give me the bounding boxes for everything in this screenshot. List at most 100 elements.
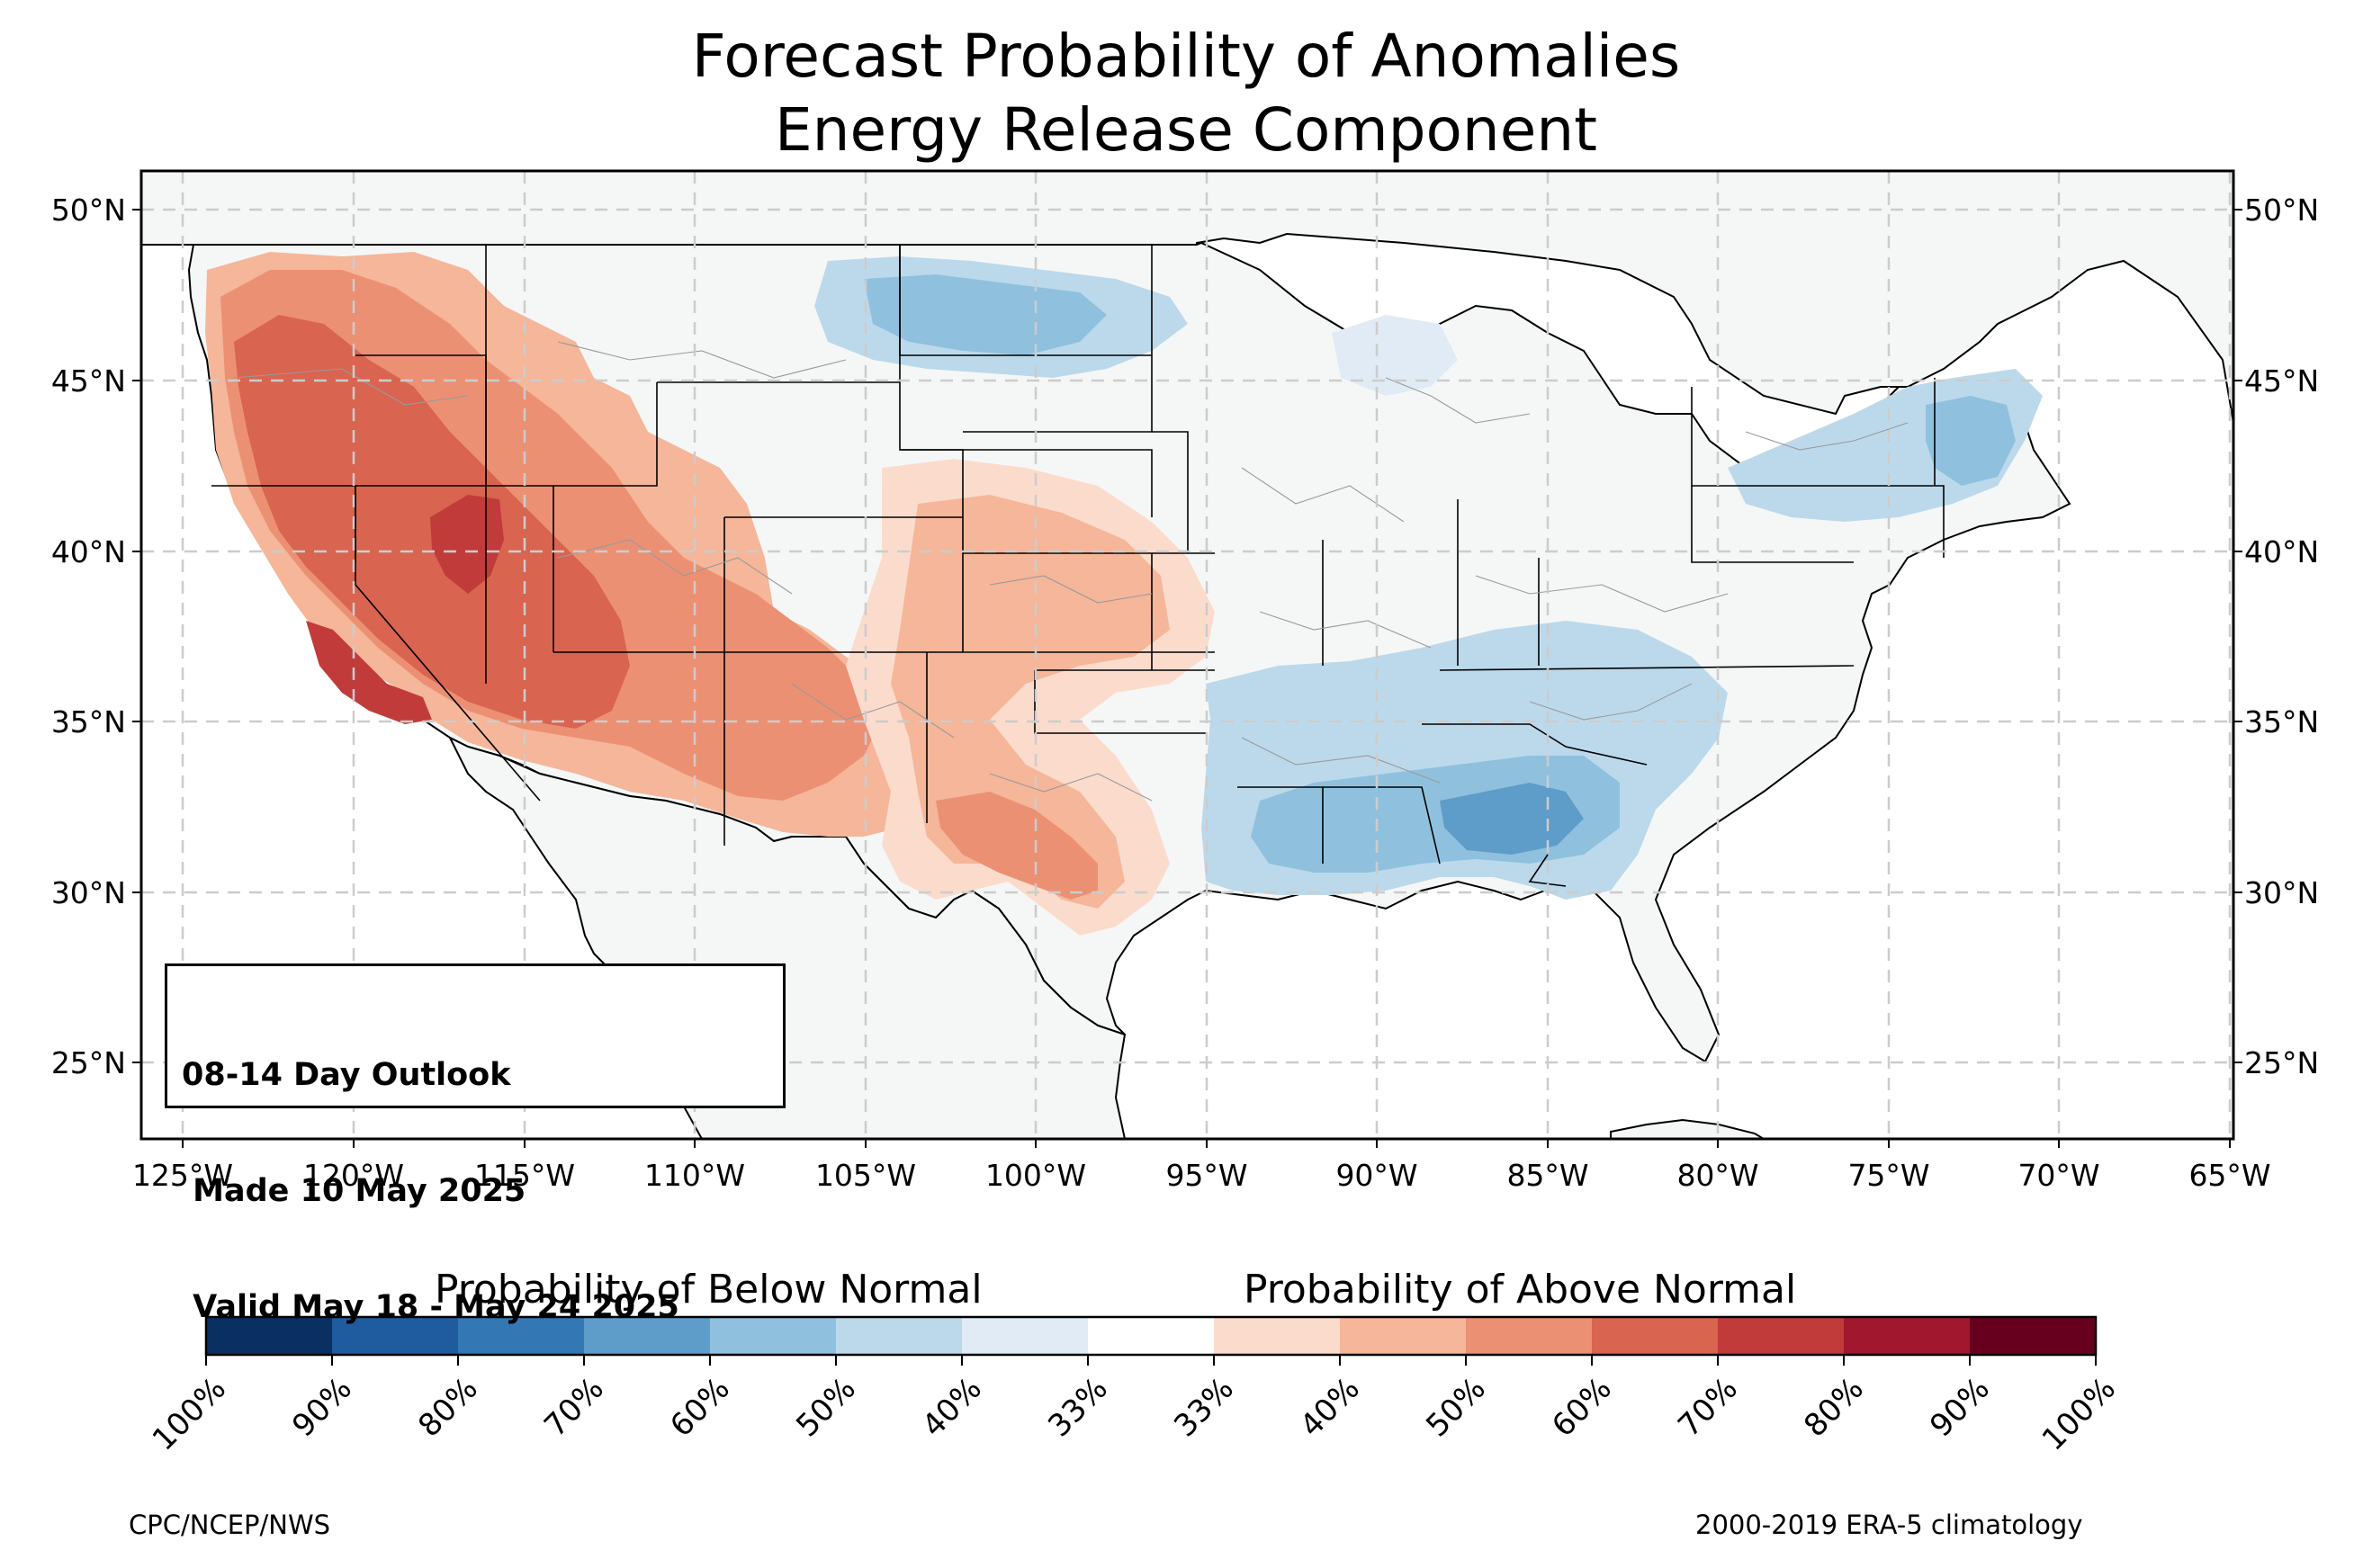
- color-bar-tick-label: 50%: [789, 1371, 863, 1445]
- latitude-labels-right: 50°N 45°N 40°N 35°N 30°N 25°N: [2233, 193, 2319, 1080]
- county-line: [1745, 422, 1909, 451]
- below-normal-region-northeast-60: [1926, 396, 2016, 486]
- longitude-label: 80°W: [1676, 1158, 1758, 1193]
- color-bar-tick-label: 40%: [1293, 1371, 1367, 1445]
- color-bar-ticks: 100% 90% 80% 70% 60% 50% 40% 33% 33% 40% 50% 60% 70%…: [146, 1355, 2123, 1458]
- outlook-valid-dates: Valid May 18 - May 24 2025: [182, 1289, 679, 1325]
- color-bar-tick-label: 60%: [663, 1371, 737, 1445]
- footer-climatology: 2000-2019 ERA-5 climatology: [1695, 1510, 2083, 1540]
- state-line: [1439, 665, 1855, 671]
- longitude-labels: 125°W 120°W 115°W 110°W 105°W 100°W 95°W 90°W 85…: [132, 1139, 2271, 1193]
- state-line: [553, 382, 658, 487]
- map-frame: [139, 169, 2235, 1141]
- county-line: [1529, 683, 1693, 721]
- longitude-label: 110°W: [644, 1158, 745, 1193]
- title-line-1: Forecast Probability of Anomalies: [691, 22, 1681, 91]
- county-line: [1475, 575, 1729, 613]
- anomaly-shading: [205, 252, 2043, 936]
- color-bar-tick-label: 40%: [915, 1371, 989, 1445]
- longitude-label: 75°W: [1847, 1158, 1929, 1193]
- color-bar-tick-label: 33%: [1167, 1371, 1241, 1445]
- color-bar-swatch: [1844, 1317, 1971, 1355]
- state-line: [1528, 854, 1567, 887]
- color-bar-swatch: [1466, 1317, 1593, 1355]
- county-line: [1259, 611, 1432, 649]
- color-bar-swatch: [962, 1317, 1089, 1355]
- latitude-label: 25°N: [51, 1045, 126, 1080]
- color-bar-tick-label: 70%: [537, 1371, 611, 1445]
- color-bar-tick-label: 80%: [1797, 1371, 1871, 1445]
- latitude-label: 40°N: [2244, 534, 2319, 569]
- county-lines: [233, 341, 1909, 802]
- below-normal-heading: Probability of Below Normal: [435, 1267, 983, 1313]
- longitude-label: 70°W: [2017, 1158, 2099, 1193]
- color-bar-tick-label: 70%: [1671, 1371, 1745, 1445]
- state-line: [1152, 431, 1189, 553]
- title-line-2: Energy Release Component: [774, 95, 1598, 165]
- footer-source: CPC/NCEP/NWS: [129, 1510, 331, 1540]
- longitude-label: 115°W: [474, 1158, 575, 1193]
- color-bar-tick-label: 50%: [1419, 1371, 1493, 1445]
- outlook-period: 08-14 Day Outlook: [182, 1057, 511, 1093]
- longitude-label: 85°W: [1506, 1158, 1588, 1193]
- state-line: [899, 245, 1152, 356]
- latitude-label: 45°N: [2244, 363, 2319, 399]
- above-normal-region-cal-80: [306, 621, 432, 724]
- latitude-label: 30°N: [51, 875, 126, 910]
- county-line: [233, 368, 469, 406]
- color-bar-tick-label: 90%: [1923, 1371, 1997, 1445]
- latitude-label: 30°N: [2244, 875, 2319, 910]
- color-bar-swatch: [332, 1317, 459, 1355]
- color-bar-tick-label: 80%: [411, 1371, 485, 1445]
- latitude-label: 50°N: [51, 193, 126, 228]
- state-line: [355, 354, 487, 486]
- longitude-label: 100°W: [985, 1158, 1086, 1193]
- color-bar-swatch: [1970, 1317, 2097, 1355]
- color-bar-outline: [204, 1315, 2098, 1357]
- color-bar-swatch: [1088, 1317, 1215, 1355]
- color-bar-swatch: [710, 1317, 837, 1355]
- county-line: [557, 539, 793, 595]
- color-bar-swatch: [458, 1317, 585, 1355]
- latitude-label: 40°N: [51, 534, 126, 569]
- latitude-label: 25°N: [2244, 1045, 2319, 1080]
- color-bar-swatch: [1592, 1317, 1719, 1355]
- color-bar-swatch: [584, 1317, 711, 1355]
- color-bar-swatch: [1214, 1317, 1341, 1355]
- color-bar-swatch: [206, 1317, 333, 1355]
- color-bar-tick-label: 100%: [146, 1371, 233, 1458]
- state-borders: [211, 245, 1945, 887]
- county-line: [1385, 377, 1531, 424]
- color-bar-tick-label: 60%: [1545, 1371, 1619, 1445]
- longitude-label: 65°W: [2188, 1158, 2270, 1193]
- color-bar-swatch: [1340, 1317, 1467, 1355]
- color-bar-swatch: [836, 1317, 963, 1355]
- state-line: [1691, 387, 1854, 563]
- outlook-made-date: Made 10 May 2025: [182, 1173, 526, 1209]
- map-title: Forecast Probability of Anomalies Energy…: [0, 20, 2372, 167]
- longitude-label: 95°W: [1165, 1158, 1247, 1193]
- longitude-label: 105°W: [815, 1158, 916, 1193]
- longitude-label: 125°W: [132, 1158, 233, 1193]
- state-line: [900, 449, 1153, 517]
- county-line: [791, 683, 955, 739]
- below-normal-region-north-plains-60: [864, 274, 1107, 355]
- county-line: [557, 341, 847, 379]
- county-line: [989, 575, 1153, 604]
- latitude-label: 50°N: [2244, 193, 2319, 228]
- mexico-land: [447, 735, 1127, 1140]
- color-bar-tick-label: 33%: [1041, 1371, 1115, 1445]
- state-line: [1323, 786, 1441, 865]
- latitude-label: 35°N: [51, 704, 126, 739]
- longitude-label: 90°W: [1335, 1158, 1417, 1193]
- color-bar-tick-label: 90%: [285, 1371, 359, 1445]
- county-line: [1241, 737, 1441, 784]
- county-line: [989, 773, 1153, 802]
- color-bar: [204, 1315, 2098, 1357]
- color-bar-swatch: [1718, 1317, 1845, 1355]
- state-line: [1692, 485, 1945, 558]
- above-normal-region-texas-60: [936, 792, 1098, 900]
- color-bar-tick-label: 100%: [2035, 1371, 2123, 1458]
- latitude-label: 35°N: [2244, 704, 2319, 739]
